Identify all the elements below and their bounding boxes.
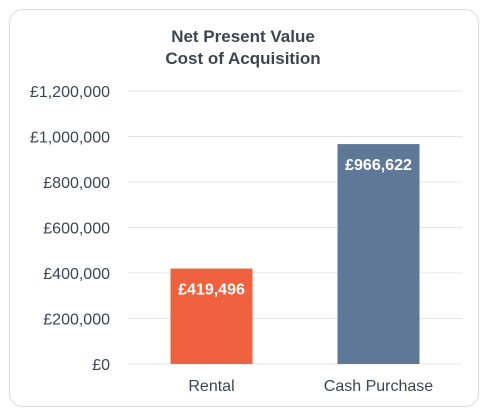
y-tick-label: £0 [92,357,110,374]
y-tick-label: £400,000 [43,266,110,283]
bar-rental [170,268,253,364]
y-tick-label: £800,000 [43,175,110,192]
chart-title-block: Net Present Value Cost of Acquisition [0,26,486,70]
data-label: £419,496 [178,282,245,299]
category-label: Cash Purchase [324,378,433,395]
y-tick-label: £1,200,000 [30,84,110,101]
y-tick-label: £200,000 [43,312,110,329]
y-tick-label: £600,000 [43,221,110,238]
category-label: Rental [188,378,234,395]
bars [170,144,420,364]
data-label: £966,622 [345,157,412,174]
chart-subtitle: Cost of Acquisition [165,49,321,68]
chart-title: Net Present Value [171,27,315,46]
y-axis-tick-labels: £0 £200,000 £400,000 £600,000 £800,000 £1,000… [30,84,110,374]
y-tick-label: £1,000,000 [30,130,110,147]
x-axis-category-labels: Rental Cash Purchase [188,378,433,395]
data-labels: £419,496 £966,622 [178,157,412,298]
bar-cash-purchase [337,144,420,364]
